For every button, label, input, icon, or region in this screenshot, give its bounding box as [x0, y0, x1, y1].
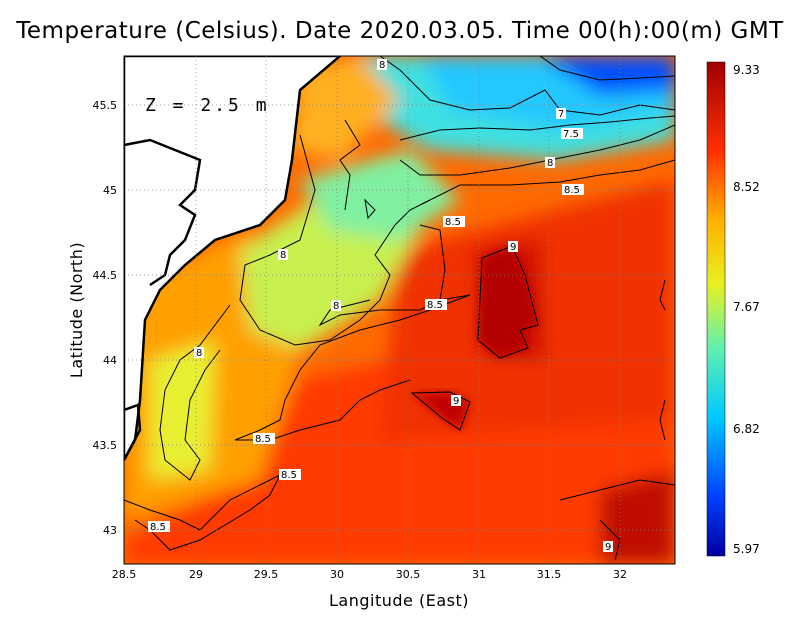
x-axis-label: Langitude (East) — [329, 591, 469, 610]
x-tick-label: 30.5 — [396, 568, 421, 581]
map-title: Temperature (Celsius). Date 2020.03.05. … — [16, 18, 784, 44]
contour-lines — [124, 56, 675, 561]
x-tick-label: 28.5 — [112, 568, 137, 581]
x-axis-ticks: 28.5 29 29.5 30 30.5 31 31.5 32 — [112, 568, 627, 581]
colorbar-ticks: 9.33 8.52 7.67 6.82 5.97 — [733, 63, 760, 556]
colorbar-tick-label: 9.33 — [733, 63, 760, 77]
contour-label: 8.5 — [427, 300, 443, 311]
temperature-field: Z = 2.5 m 8 7 7.5 8 8.5 8.5 9 8 8 8.5 8 … — [124, 56, 675, 564]
contour-label: 7 — [558, 109, 564, 120]
x-tick-label: 31.5 — [537, 568, 562, 581]
y-tick-label: 43.5 — [93, 439, 118, 452]
y-tick-label: 45 — [103, 184, 117, 197]
contour-label: 8.5 — [281, 470, 297, 481]
contour-label: 8 — [379, 60, 385, 71]
colorbar-tick-label: 7.67 — [733, 300, 760, 314]
y-tick-label: 44.5 — [93, 269, 118, 282]
contour-label: 8.5 — [150, 522, 166, 533]
coastline-land — [124, 56, 342, 461]
y-tick-label: 44 — [103, 354, 117, 367]
depth-label: Z = 2.5 m — [145, 95, 270, 116]
contour-label: 8.5 — [564, 185, 580, 196]
y-tick-label: 43 — [103, 524, 117, 537]
contour-label: 8 — [333, 301, 339, 312]
x-tick-label: 31 — [472, 568, 486, 581]
contour-label: 7.5 — [563, 129, 579, 140]
contour-label: 8 — [547, 158, 553, 169]
contour-label: 8.5 — [255, 434, 271, 445]
x-tick-label: 32 — [613, 568, 627, 581]
contour-label: 8 — [196, 348, 202, 359]
colorbar-tick-label: 5.97 — [733, 542, 760, 556]
y-tick-label: 45.5 — [93, 99, 118, 112]
contour-label-group: 8 7 7.5 8 8.5 8.5 9 8 8 8.5 8 9 8.5 8.5 … — [148, 59, 613, 553]
x-tick-label: 30 — [330, 568, 344, 581]
x-tick-label: 29.5 — [254, 568, 279, 581]
colorbar-tick-label: 6.82 — [733, 422, 760, 436]
grid-lines — [124, 56, 675, 564]
contour-label: 9 — [605, 542, 611, 553]
y-axis-label: Latitude (North) — [67, 242, 86, 378]
contour-label: 8.5 — [445, 217, 461, 228]
colorbar-tick-label: 8.52 — [733, 180, 760, 194]
y-axis-ticks: 45.5 45 44.5 44 43.5 43 — [93, 99, 118, 537]
colorbar — [706, 61, 726, 557]
x-tick-label: 29 — [189, 568, 203, 581]
contour-label: 8 — [280, 250, 286, 261]
plot-frame — [123, 55, 676, 565]
contour-label: 9 — [510, 242, 516, 253]
contour-label: 9 — [453, 396, 459, 407]
